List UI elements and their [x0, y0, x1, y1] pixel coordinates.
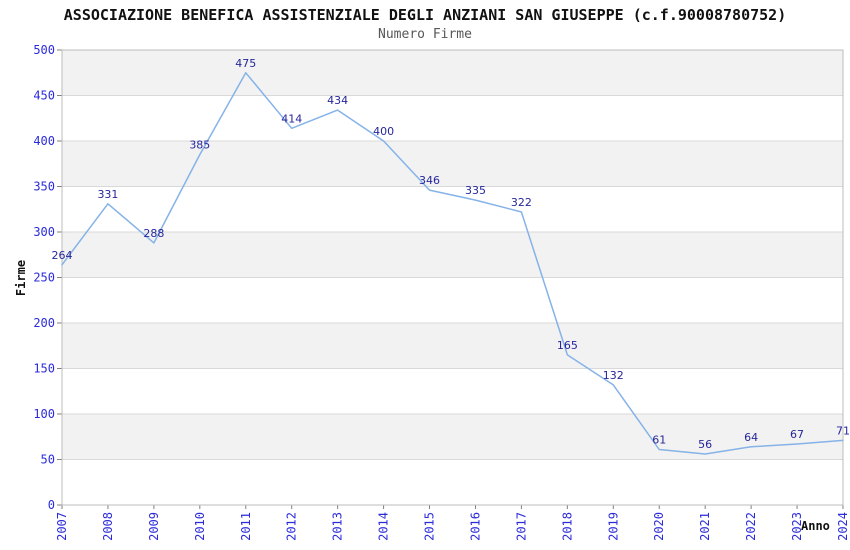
background-band: [62, 459, 843, 505]
point-label: 475: [235, 57, 256, 70]
x-axis-label: Anno: [801, 519, 830, 533]
x-tick-label: 2023: [790, 512, 804, 541]
background-band: [62, 323, 843, 369]
x-tick-label: 2007: [55, 512, 69, 541]
y-tick-label: 350: [33, 180, 55, 194]
y-tick-label: 300: [33, 225, 55, 239]
point-label: 385: [189, 139, 210, 152]
x-tick-label: 2022: [744, 512, 758, 541]
background-band: [62, 186, 843, 232]
point-label: 264: [52, 249, 73, 262]
point-labels: 264 331 288 385 475 414 434 400 346 335 322 165 132 6…: [52, 57, 850, 451]
point-label: 346: [419, 174, 440, 187]
x-tick-label: 2010: [193, 512, 207, 541]
background-band: [62, 414, 843, 460]
y-tick-label: 450: [33, 89, 55, 103]
background-band: [62, 95, 843, 141]
x-tick-label: 2009: [147, 512, 161, 541]
y-tick-label: 500: [33, 43, 55, 57]
y-tick-label: 150: [33, 362, 55, 376]
x-tick-label: 2016: [468, 512, 482, 541]
point-label: 64: [744, 431, 758, 444]
point-label: 165: [557, 339, 578, 352]
y-tick-label: 200: [33, 316, 55, 330]
background-band: [62, 277, 843, 323]
x-tick-label: 2017: [514, 512, 528, 541]
point-label: 71: [836, 424, 850, 437]
x-tick-label: 2008: [101, 512, 115, 541]
x-tick-label: 2018: [560, 512, 574, 541]
x-axis-ticks: 2007 2008 2009 2010 2011 2012 2013 2014 2015 2016…: [55, 505, 850, 541]
background-band: [62, 232, 843, 278]
y-tick-label: 100: [33, 407, 55, 421]
point-label: 331: [97, 188, 118, 201]
x-tick-label: 2015: [423, 512, 437, 541]
point-label: 67: [790, 428, 804, 441]
x-tick-label: 2019: [606, 512, 620, 541]
chart-title: ASSOCIAZIONE BENEFICA ASSISTENZIALE DEGL…: [63, 6, 787, 24]
point-label: 434: [327, 94, 348, 107]
point-label: 400: [373, 125, 394, 138]
point-label: 335: [465, 184, 486, 197]
y-tick-label: 400: [33, 134, 55, 148]
plot-border: [61, 49, 844, 506]
y-axis-ticks: 0 50 100 150 200 250 300 350 400 450 500: [33, 43, 62, 512]
y-tick-label: 0: [48, 498, 55, 512]
x-tick-label: 2024: [836, 512, 850, 541]
x-tick-label: 2014: [377, 512, 391, 541]
x-tick-label: 2020: [652, 512, 666, 541]
chart-subtitle: Numero Firme: [378, 27, 472, 42]
background-band: [62, 50, 843, 96]
point-label: 132: [603, 369, 624, 382]
y-tick-label: 50: [41, 453, 55, 467]
x-tick-label: 2012: [285, 512, 299, 541]
point-label: 288: [143, 227, 164, 240]
x-tick-label: 2021: [698, 512, 712, 541]
x-tick-label: 2011: [239, 512, 253, 541]
background-band: [62, 141, 843, 187]
point-label: 322: [511, 196, 532, 209]
y-axis-label: Firme: [14, 259, 29, 297]
point-label: 56: [698, 438, 712, 451]
data-line: [61, 72, 844, 455]
plot-bands: [62, 50, 843, 505]
point-label: 414: [281, 112, 302, 125]
y-tick-label: 250: [33, 271, 55, 285]
background-band: [62, 368, 843, 414]
x-tick-label: 2013: [331, 512, 345, 541]
point-label: 61: [652, 433, 666, 446]
